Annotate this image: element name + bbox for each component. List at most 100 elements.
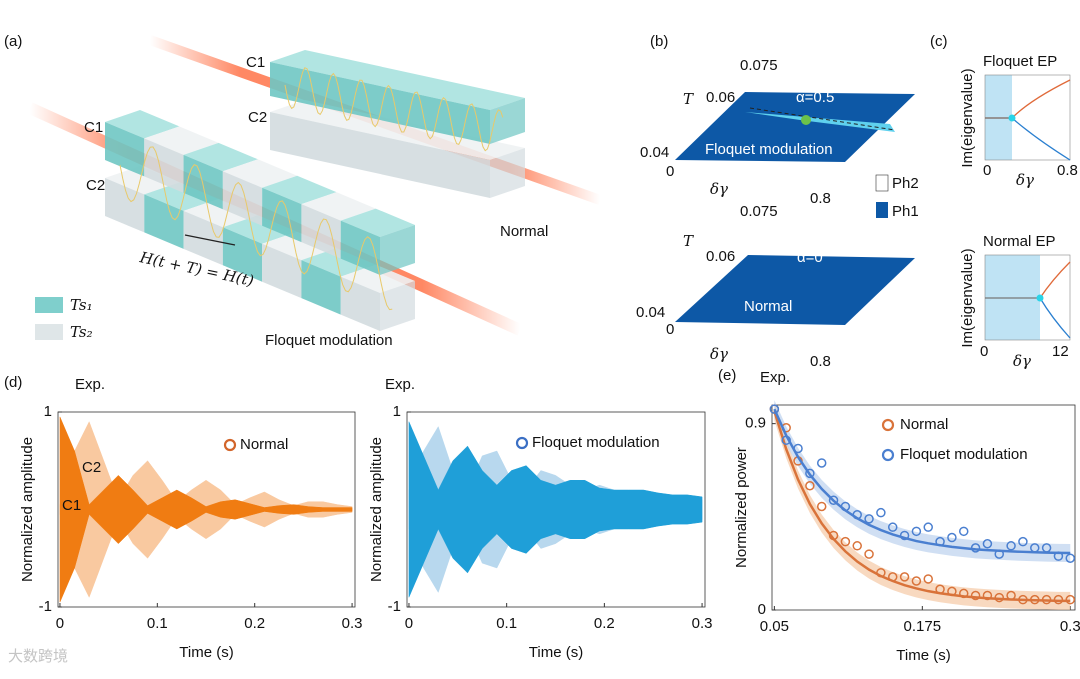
axis-label: δγ bbox=[1016, 171, 1034, 189]
data-point bbox=[805, 481, 815, 491]
y-tick-label: 1 bbox=[393, 403, 401, 420]
block-top bbox=[262, 231, 337, 261]
fit-line bbox=[773, 410, 1071, 603]
data-point bbox=[1053, 594, 1064, 605]
data-point bbox=[970, 543, 981, 553]
panel-label: (b) bbox=[650, 33, 668, 50]
data-point bbox=[1030, 543, 1040, 553]
data-point bbox=[994, 549, 1004, 559]
data-point bbox=[887, 522, 898, 532]
block-top bbox=[270, 50, 525, 110]
plot-title: Normal EP bbox=[983, 233, 1056, 250]
label: Floquet modulation bbox=[265, 332, 393, 349]
axis-label: δγ bbox=[710, 345, 728, 363]
block-front bbox=[301, 260, 341, 315]
tick-label: 0 bbox=[980, 343, 988, 360]
legend-swatch bbox=[876, 202, 888, 218]
block-front bbox=[144, 194, 184, 249]
data-point bbox=[994, 592, 1004, 603]
data-point bbox=[864, 514, 874, 524]
block-front bbox=[301, 204, 341, 259]
block-top bbox=[105, 110, 180, 139]
data-point bbox=[1041, 543, 1052, 553]
legend-label: Normal bbox=[900, 416, 948, 433]
data-point bbox=[911, 526, 922, 537]
y-tick-label: 0.9 bbox=[745, 415, 766, 432]
legend-marker bbox=[881, 418, 895, 432]
data-point bbox=[947, 532, 957, 543]
block-front bbox=[222, 171, 263, 226]
fit-line bbox=[773, 408, 1071, 555]
y-axis-label: Normalized amplitude bbox=[19, 437, 36, 582]
block-front bbox=[340, 220, 380, 275]
plot-frame bbox=[57, 411, 356, 608]
label: C1 bbox=[246, 54, 265, 71]
x-tick-label: 0 bbox=[56, 615, 64, 632]
data-point bbox=[864, 549, 874, 559]
block-front bbox=[262, 187, 302, 243]
data-point bbox=[970, 590, 981, 601]
block-front bbox=[105, 122, 145, 177]
axis-label: Im(eigenvalue) bbox=[959, 68, 976, 167]
annotation: Exp. bbox=[760, 369, 790, 386]
block-top bbox=[183, 198, 258, 228]
legend-label: Normal bbox=[240, 436, 288, 453]
wave bbox=[284, 67, 504, 152]
data-point bbox=[1018, 536, 1028, 547]
envelope bbox=[59, 416, 353, 603]
block-end bbox=[380, 225, 415, 275]
y-axis-label: Normalized power bbox=[733, 447, 750, 568]
legend-label: Floquet modulation bbox=[532, 434, 660, 451]
block-top bbox=[340, 264, 415, 293]
data-point bbox=[935, 584, 945, 595]
axis-label: δγ bbox=[710, 180, 728, 198]
data-point bbox=[769, 404, 780, 414]
panel-label: (d) bbox=[4, 374, 22, 391]
plot-frame bbox=[406, 411, 706, 608]
block-front bbox=[105, 178, 145, 233]
block-front bbox=[222, 227, 263, 282]
block-end bbox=[380, 281, 415, 331]
x-tick-label: 0.3 bbox=[1060, 618, 1080, 635]
data-point bbox=[828, 495, 839, 506]
data-point bbox=[876, 567, 886, 578]
tick-label: 0 bbox=[983, 162, 991, 179]
axis-label: δγ bbox=[1013, 352, 1031, 370]
panel-label: (c) bbox=[930, 33, 948, 50]
panel-label: (e) bbox=[718, 367, 736, 384]
legend-marker bbox=[881, 448, 895, 462]
block-top bbox=[301, 248, 376, 277]
block-front bbox=[270, 112, 490, 198]
tick-label: 0.075 bbox=[740, 57, 778, 74]
block-top bbox=[340, 208, 415, 237]
data-point bbox=[911, 576, 922, 586]
x-axis-label: Time (s) bbox=[529, 644, 583, 661]
label: Normal bbox=[500, 223, 548, 240]
data-point bbox=[958, 526, 969, 537]
tick-label: 12 bbox=[1052, 343, 1069, 360]
data-point bbox=[1006, 590, 1016, 601]
watermark: 大数跨境 bbox=[8, 647, 68, 665]
panel-a bbox=[27, 35, 602, 336]
data-point bbox=[982, 538, 993, 549]
y-axis-label: Normalized amplitude bbox=[368, 437, 385, 582]
label: C2 bbox=[86, 177, 105, 194]
y-tick-label: 1 bbox=[44, 403, 52, 420]
x-tick-label: 0.3 bbox=[692, 615, 713, 632]
alpha-label: α=0.5 bbox=[796, 89, 834, 106]
x-tick-label: 0.1 bbox=[496, 615, 517, 632]
data-point bbox=[816, 458, 827, 468]
block-top bbox=[262, 175, 337, 205]
envelope bbox=[408, 421, 703, 598]
x-tick-label: 0.3 bbox=[342, 615, 363, 632]
data-point bbox=[947, 586, 957, 597]
plot-title: Floquet EP bbox=[983, 53, 1057, 70]
data-point bbox=[1053, 551, 1064, 561]
ep-point bbox=[1036, 294, 1044, 302]
data-point bbox=[852, 541, 862, 551]
fit-band bbox=[774, 402, 1071, 610]
legend-swatch bbox=[35, 297, 63, 313]
x-tick-label: 0 bbox=[405, 615, 413, 632]
legend-swatch bbox=[875, 174, 889, 192]
